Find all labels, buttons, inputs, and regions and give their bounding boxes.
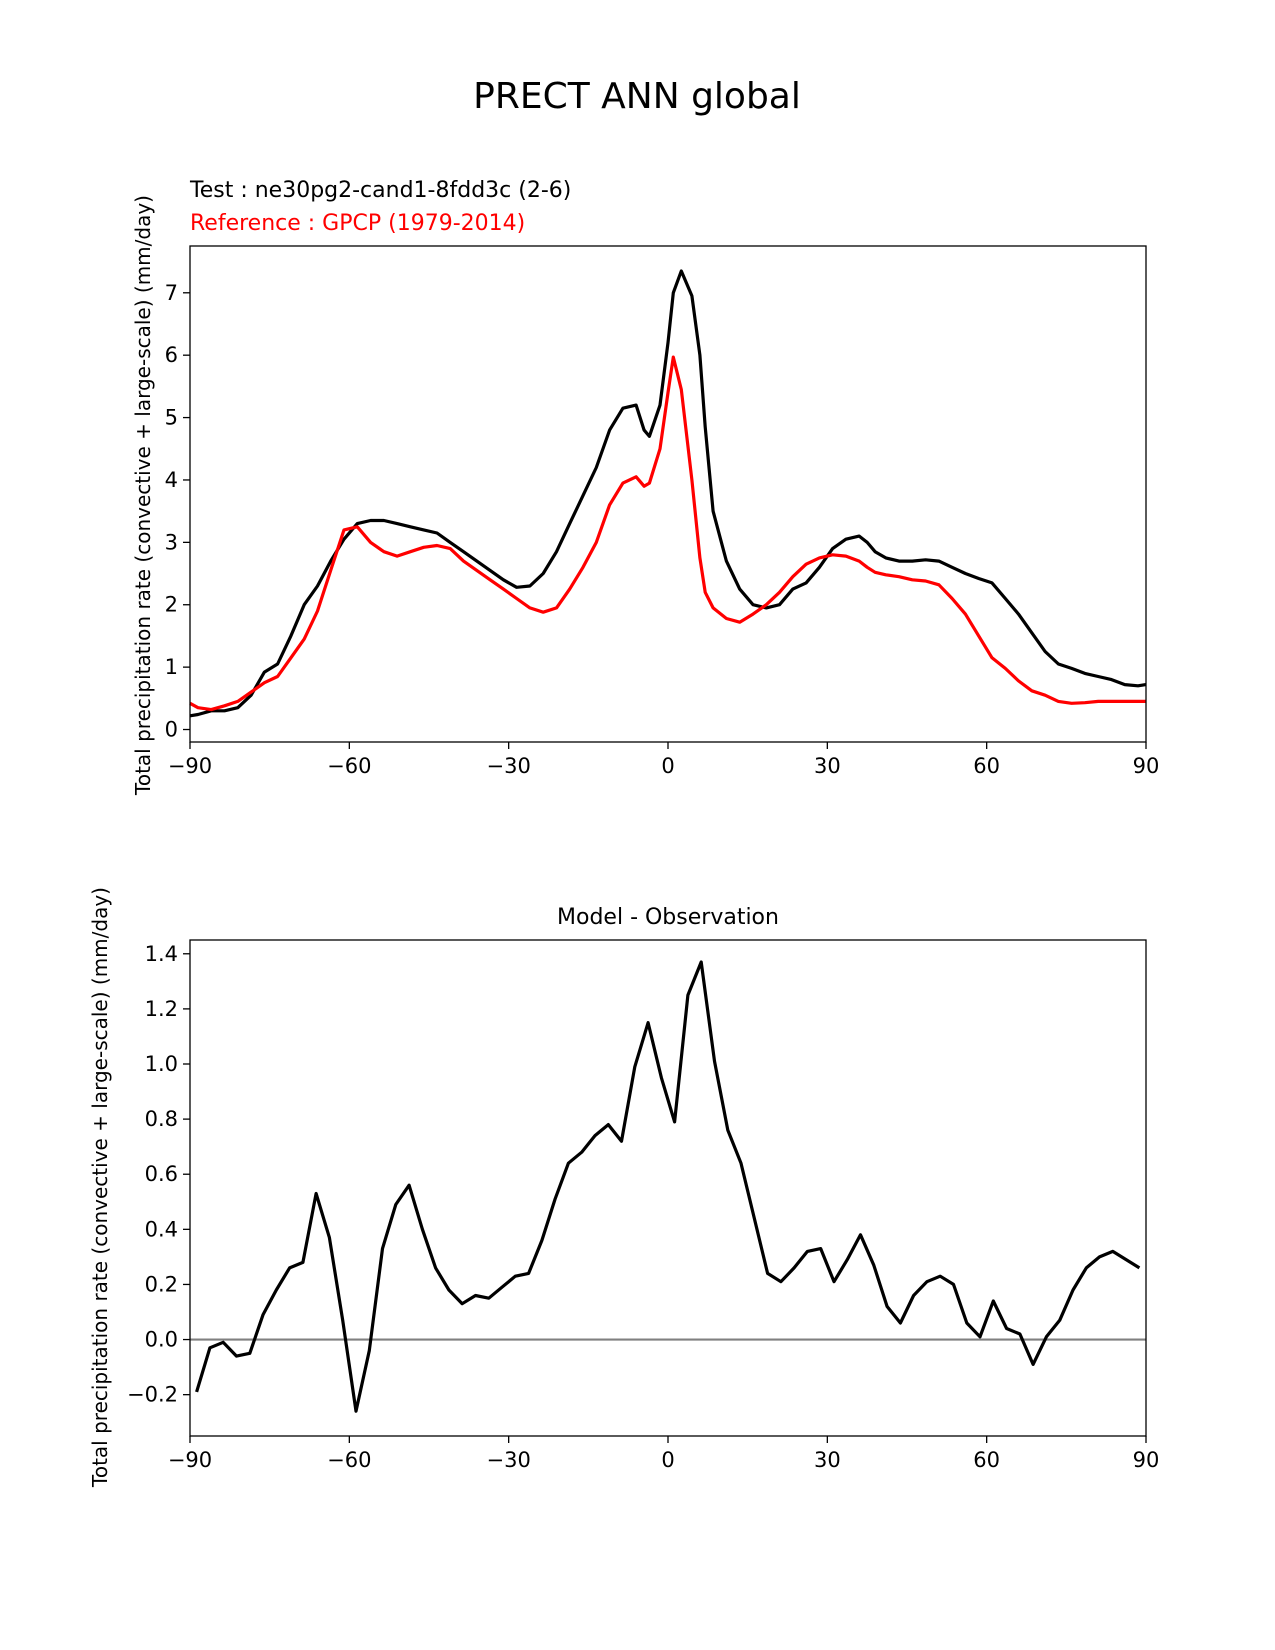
x-tick-label: −60 [327, 754, 371, 778]
y-tick-label: 1 [165, 655, 178, 679]
axes-frame [189, 939, 1147, 1437]
x-tick-label: −30 [487, 1448, 531, 1472]
series-line-test [189, 269, 1147, 718]
y-tick-label: 6 [165, 343, 178, 367]
y-tick-label: 0.2 [145, 1272, 178, 1296]
y-tick-label: 4 [165, 468, 178, 492]
bottom-plot-title: Model - Observation [557, 905, 779, 930]
x-tick-label: −60 [327, 1448, 371, 1472]
x-tick-label: 30 [814, 1448, 841, 1472]
bottom-plot: −90 −60 −30 0 30 60 90 −0.2 0.0 0.2 0.4 0.6 0.8 1.0 1.… [127, 939, 1160, 1472]
x-tick-label: 90 [1133, 754, 1160, 778]
y-tick-label: 5 [165, 406, 178, 430]
series-line-reference [189, 355, 1146, 712]
x-tick-label: 0 [661, 1448, 674, 1472]
y-tick-label: 0.8 [145, 1107, 178, 1131]
y-tick-label: 1.2 [145, 997, 178, 1021]
y-tick-label: 1.4 [145, 942, 178, 966]
x-tick-label: −90 [168, 754, 212, 778]
y-tick-label: 0.6 [145, 1162, 178, 1186]
test-label: Test : ne30pg2-cand1-8fdd3c (2-6) [189, 178, 571, 203]
reference-label: Reference : GPCP (1979-2014) [190, 211, 525, 236]
y-tick-label: 1.0 [145, 1052, 178, 1076]
y-tick-label: 3 [165, 530, 178, 554]
x-tick-label: 60 [973, 754, 1000, 778]
x-tick-label: 90 [1133, 1448, 1160, 1472]
y-tick-label: 0 [165, 718, 178, 742]
y-tick-label: 2 [165, 593, 178, 617]
y-tick-label: −0.2 [127, 1383, 178, 1407]
x-tick-label: 0 [661, 754, 674, 778]
top-y-axis-label: Total precipitation rate (convective + l… [131, 195, 155, 796]
x-tick-label: 30 [814, 754, 841, 778]
x-tick-label: −90 [168, 1448, 212, 1472]
y-tick-label: 7 [165, 281, 178, 305]
y-tick-label: 0.4 [145, 1217, 178, 1241]
x-tick-label: −30 [487, 754, 531, 778]
top-plot: −90 −60 −30 0 30 60 90 0 1 2 3 4 5 6 7 [165, 245, 1160, 778]
figure-title: PRECT ANN global [473, 76, 801, 117]
x-tick-label: 60 [973, 1448, 1000, 1472]
y-tick-label: 0.0 [145, 1328, 178, 1352]
series-line-test [195, 960, 1141, 1413]
bottom-y-axis-label: Total precipitation rate (convective + l… [88, 887, 112, 1488]
